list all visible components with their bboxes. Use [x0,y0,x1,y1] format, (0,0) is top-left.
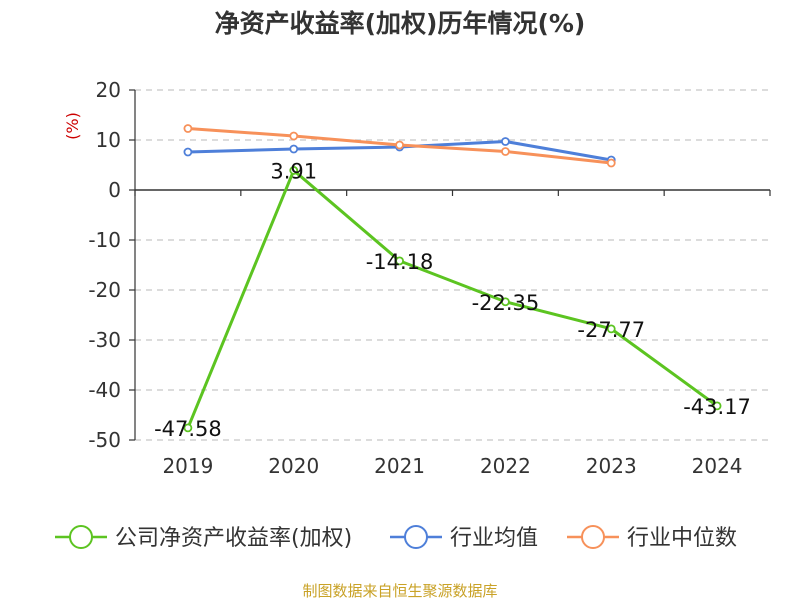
data-point[interactable] [289,131,299,141]
data-point[interactable] [183,124,193,133]
y-tick-label: -10 [88,228,121,252]
axes: 20 10 0 -10 -20 -30 -40 -50 2019 2020 2021 2022 2023… [88,78,771,478]
y-tick-label: -30 [88,328,121,352]
data-point[interactable] [606,324,616,334]
x-tick-label: 2024 [692,454,743,478]
data-point[interactable] [395,140,404,150]
series-line [186,168,718,429]
series-lines [183,124,722,433]
data-point[interactable] [183,147,193,157]
legend-marker [581,525,605,549]
data-point[interactable] [606,158,616,168]
legend-marker [404,525,428,549]
legend-label: 公司净资产收益率(加权) [115,526,352,551]
x-tick-label: 2019 [162,454,213,478]
data-point[interactable] [501,137,510,146]
legend-item[interactable]: 公司净资产收益率(加权) [55,525,352,551]
data-label: -47.58 [154,417,222,441]
x-tick-label: 2020 [268,454,319,478]
x-tick-label: 2023 [586,454,637,478]
legend-label: 行业均值 [450,526,538,551]
x-tick-label: 2021 [374,454,425,478]
data-point[interactable] [395,256,404,266]
data-label: -14.18 [366,250,434,274]
data-label: -43.17 [683,395,751,419]
y-tick-label: 20 [96,78,121,102]
data-label: -27.77 [577,318,645,342]
data-labels: -47.58 3.91 -14.18 -22.35 -27.77 -43.17 [154,159,751,440]
data-label: -22.35 [472,291,540,315]
data-point[interactable] [289,144,299,154]
legend-item[interactable]: 行业均值 [390,525,538,551]
y-tick-label: -20 [88,278,121,302]
y-axis-label: (%) [63,112,82,140]
data-label: 3.91 [270,159,317,183]
legend[interactable]: 公司净资产收益率(加权) 行业均值 行业中位数 [55,525,737,551]
legend-label: 行业中位数 [627,526,737,551]
data-point[interactable] [501,147,510,156]
chart-title: 净资产收益率(加权)历年情况(%) [215,9,586,38]
grid-lines [135,89,770,441]
source-note: 制图数据来自恒生聚源数据库 [302,582,497,600]
y-tick-label: 0 [108,178,121,202]
x-tick-label: 2022 [480,454,531,478]
data-point[interactable] [183,423,193,433]
data-point[interactable] [289,166,299,175]
y-tick-label: 10 [96,128,121,152]
legend-marker [69,525,93,549]
data-point[interactable] [712,401,722,411]
data-point[interactable] [501,297,510,307]
y-tick-label: -40 [88,378,121,402]
legend-item[interactable]: 行业中位数 [567,525,737,551]
y-tick-label: -50 [88,428,121,452]
